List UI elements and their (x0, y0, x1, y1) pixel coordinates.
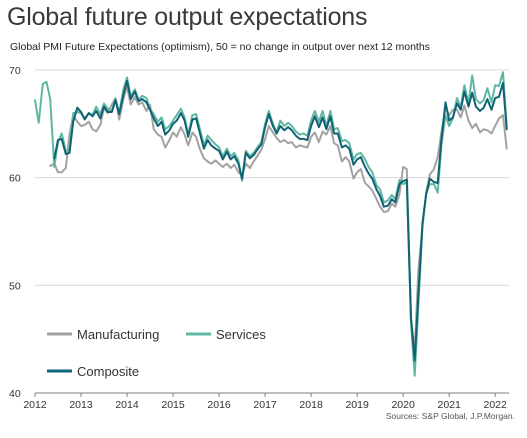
x-tick-label: 2022 (484, 399, 508, 411)
legend-label-composite: Composite (77, 364, 139, 379)
legend: Manufacturing Services Composite (47, 327, 266, 379)
x-tick-label: 2012 (23, 399, 47, 411)
y-tick-label: 50 (9, 280, 21, 292)
x-tick-label: 2020 (391, 399, 415, 411)
chart-subtitle: Global PMI Future Expectations (optimism… (10, 41, 430, 53)
x-tick-label: 2013 (69, 399, 93, 411)
chart-title: Global future output expectations (7, 3, 368, 31)
legend-label-manufacturing: Manufacturing (77, 327, 159, 342)
axes: 40 50 60 70 2012 2013 2014 2015 2016 2017 2018 2019… (9, 65, 509, 411)
series-line-composite (53, 79, 508, 362)
x-tick-label: 2014 (115, 399, 139, 411)
y-tick-label: 40 (9, 388, 21, 400)
y-tick-label: 70 (9, 65, 21, 77)
x-tick-label: 2021 (437, 399, 461, 411)
x-tick-label: 2017 (253, 399, 277, 411)
source-note: Sources: S&P Global, J.P.Morgan. (385, 411, 515, 421)
x-tick-label: 2018 (299, 399, 323, 411)
x-tick-label: 2015 (161, 399, 185, 411)
y-tick-label: 60 (9, 173, 21, 185)
series-lines (34, 71, 508, 377)
x-tick-label: 2019 (345, 399, 369, 411)
legend-label-services: Services (216, 327, 266, 342)
series-line-manufacturing (49, 85, 508, 351)
x-tick-label: 2016 (207, 399, 231, 411)
